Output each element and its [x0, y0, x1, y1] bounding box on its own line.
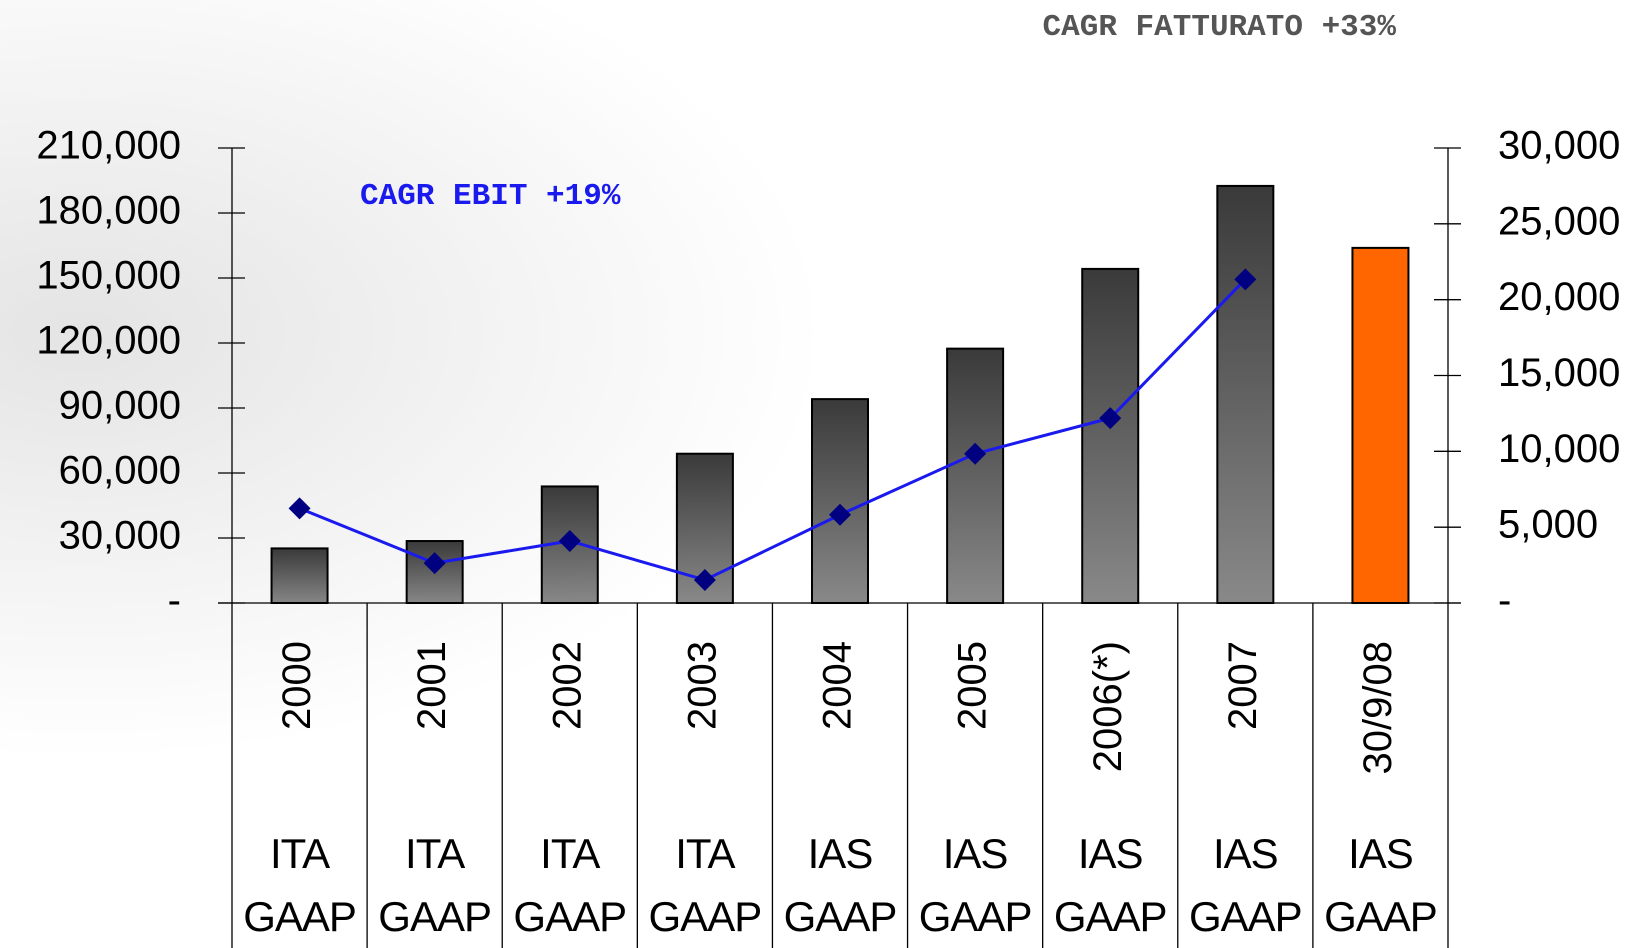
- marker: [829, 503, 851, 526]
- bar: [1081, 267, 1140, 604]
- marker: [964, 442, 987, 465]
- y2-tick-label: 10,000: [1498, 427, 1620, 471]
- marker: [423, 552, 446, 575]
- bar: [270, 547, 329, 605]
- marker: [1234, 268, 1257, 291]
- marker: [693, 568, 716, 591]
- chart-title: CAGR FATTURATO +33%: [1043, 10, 1397, 45]
- x-tick-label: 2003: [680, 641, 724, 730]
- annotation: CAGR EBIT +19%: [360, 179, 621, 214]
- x-group-label: GAAP: [784, 893, 897, 940]
- x-group-label: GAAP: [1324, 893, 1437, 940]
- x-tick-label: 2001: [410, 641, 454, 730]
- x-group-label: GAAP: [378, 893, 491, 940]
- y-tick-label: -: [168, 579, 181, 623]
- x-group-label: IAS: [1348, 830, 1413, 877]
- x-tick-label: 2002: [545, 641, 589, 730]
- x-group-label: IAS: [1078, 830, 1143, 877]
- y-tick-label: 30,000: [59, 514, 181, 558]
- y-tick-label: 60,000: [59, 449, 181, 493]
- y2-tick-label: 30,000: [1498, 124, 1620, 168]
- x-group-label: GAAP: [243, 893, 356, 940]
- y-tick-label: 120,000: [36, 319, 181, 363]
- x-group-label: IAS: [808, 830, 873, 877]
- y2-tick-label: 25,000: [1498, 199, 1620, 243]
- x-group-label: GAAP: [919, 893, 1032, 940]
- x-tick-label: 2000: [275, 641, 319, 730]
- x-group-label: ITA: [270, 830, 330, 877]
- bar: [1216, 184, 1275, 605]
- x-group-label: ITA: [675, 830, 735, 877]
- x-tick-label: 2006(*): [1086, 641, 1130, 772]
- y-tick-label: 90,000: [59, 384, 181, 428]
- y2-tick-label: 20,000: [1498, 275, 1620, 319]
- line: [298, 278, 1247, 582]
- y2-tick-label: -: [1498, 579, 1511, 623]
- x-group-label: GAAP: [649, 893, 762, 940]
- x-group-label: GAAP: [1054, 893, 1167, 940]
- marker: [558, 529, 581, 552]
- y-tick-label: 150,000: [36, 254, 181, 298]
- marker: [1099, 407, 1122, 430]
- bar: [1351, 246, 1410, 604]
- x-tick-label: 2004: [816, 641, 860, 730]
- y-tick-label: 180,000: [36, 189, 181, 233]
- bar: [946, 347, 1005, 604]
- x-group-label: ITA: [540, 830, 600, 877]
- x-tick-label: 2005: [951, 641, 995, 730]
- x-tick-label: 30/9/08: [1356, 641, 1400, 774]
- x-group-label: IAS: [1213, 830, 1278, 877]
- x-group-label: IAS: [943, 830, 1008, 877]
- bar: [811, 398, 869, 604]
- y2-tick-label: 5,000: [1498, 503, 1598, 547]
- x-group-label: GAAP: [1189, 893, 1302, 940]
- x-group-label: ITA: [405, 830, 465, 877]
- x-tick-label: 2007: [1221, 641, 1265, 730]
- y2-tick-label: 15,000: [1498, 351, 1620, 395]
- x-group-label: GAAP: [513, 893, 626, 940]
- y-tick-label: 210,000: [36, 124, 181, 168]
- marker: [288, 497, 311, 520]
